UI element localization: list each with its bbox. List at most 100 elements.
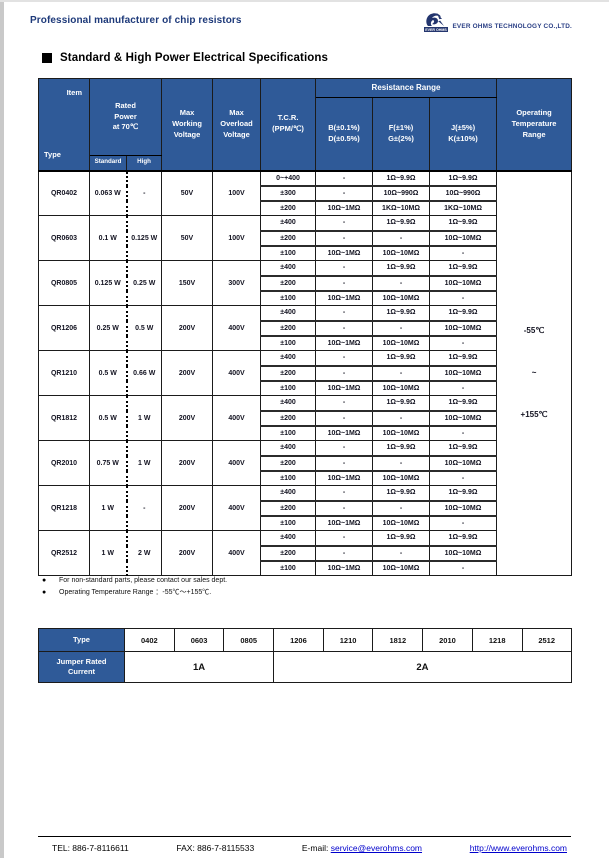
note-bullet-icon: ● — [42, 588, 47, 596]
tcr-value-cell: ±400 — [260, 260, 316, 277]
std-power-cell: 0.75 W — [89, 440, 127, 486]
jk-range-cell: 1Ω~9.9Ω — [428, 170, 498, 187]
jk-range-cell: 10Ω~10MΩ — [428, 275, 498, 292]
bd-range-cell: - — [315, 485, 373, 502]
bd-range-cell: - — [315, 530, 373, 547]
bd-range-cell: - — [315, 230, 373, 247]
high-power-cell: 0.125 W — [125, 215, 162, 261]
jk-range-cell: 1Ω~9.9Ω — [428, 395, 498, 412]
page-edge-left — [0, 0, 4, 858]
tcr-value-cell: ±200 — [260, 275, 316, 292]
operating-temp-cell: -55℃ ~ +155℃ — [496, 170, 573, 576]
spec-row: ±100 10Ω~1MΩ 10Ω~10MΩ - — [39, 290, 572, 306]
max-working-voltage-cell: 200V — [161, 395, 213, 441]
footer-email-link[interactable]: service@everohms.com — [330, 843, 423, 853]
fg-range-cell: - — [372, 275, 430, 292]
spec-row: ±200- -10Ω~10MΩ — [39, 545, 572, 562]
max-working-voltage-cell: 200V — [161, 440, 213, 486]
spec-row: ±200- -10Ω~10MΩ — [39, 275, 572, 292]
std-power-cell: 0.5 W — [89, 395, 127, 441]
spec-row: ±200- -10Ω~10MΩ — [39, 320, 572, 337]
bd-range-cell: 10Ω~1MΩ — [315, 380, 373, 396]
fg-range-cell: - — [372, 455, 430, 472]
fg-range-cell: 10Ω~10MΩ — [372, 380, 430, 396]
high-power-header: High — [126, 155, 162, 171]
max-overload-voltage-cell: 400V — [212, 305, 261, 351]
footer-email-label: E-mail: — [301, 843, 329, 853]
jumper-current-1a-cell: 1A — [123, 651, 275, 683]
std-power-cell: 0.25 W — [89, 305, 127, 351]
std-power-cell: 0.1 W — [89, 215, 127, 261]
type-cell: QR1210 — [38, 350, 90, 396]
jk-range-cell: - — [428, 245, 498, 261]
jumper-type-cell: 1812 — [372, 628, 424, 652]
footer-url-link[interactable]: http://www.everohms.com — [469, 843, 567, 853]
spec-header-row-2: B(±0.1%) D(±0.5%) F(±1%) G±(2%) J(±5%) K… — [39, 97, 572, 171]
jumper-current-label: Jumper Rated Current — [38, 651, 125, 683]
section-title: Standard & High Power Electrical Specifi… — [42, 52, 328, 64]
fg-range-cell: 1Ω~9.9Ω — [372, 350, 430, 367]
tcr-value-cell: ±400 — [260, 305, 316, 322]
standard-power-header: Standard — [89, 155, 127, 171]
jk-range-cell: 1Ω~9.9Ω — [428, 260, 498, 277]
high-power-cell: 2 W — [125, 530, 162, 576]
fg-range-cell: 1KΩ~10MΩ — [372, 200, 430, 216]
jk-range-cell: 10Ω~10MΩ — [428, 320, 498, 337]
operating-temp-header: Operating Temperature Range — [496, 78, 573, 171]
spec-table: Item Type Rated Power at 70℃ Max Working… — [38, 78, 573, 576]
spec-row: ±200- -10Ω~10MΩ — [39, 455, 572, 472]
jk-range-cell: - — [428, 335, 498, 351]
tcr-value-cell: ±100 — [260, 560, 316, 576]
jk-tolerance-header: J(±5%) K(±10%) — [428, 97, 498, 171]
type-cell: QR2010 — [38, 440, 90, 486]
spec-row: QR2512 1 W 2 W 200V 400V ±400 - 1Ω~9.9Ω … — [38, 530, 572, 576]
footer-tel: TEL: 886-7-8116611 — [52, 843, 129, 853]
spec-row: ±200- -10Ω~10MΩ — [39, 365, 572, 382]
jk-range-cell: 10Ω~990Ω — [428, 185, 498, 202]
spec-row: QR1218 1 W - 200V 400V ±400 - 1Ω~9.9Ω 1Ω… — [38, 485, 572, 531]
high-power-cell: 1 W — [125, 395, 162, 441]
bd-range-cell: - — [315, 440, 373, 457]
high-power-cell: - — [125, 170, 162, 216]
jumper-type-cell: 1210 — [322, 628, 374, 652]
tcr-value-cell: 0~+400 — [260, 170, 316, 187]
max-working-voltage-cell: 50V — [161, 215, 213, 261]
corner-item-label: Item — [66, 88, 82, 97]
jumper-type-cell: 0402 — [124, 628, 175, 652]
high-power-cell: 1 W — [125, 440, 162, 486]
bd-range-cell: 10Ω~1MΩ — [315, 335, 373, 351]
bd-range-cell: - — [315, 545, 373, 562]
bd-range-cell: - — [315, 395, 373, 412]
jk-range-cell: 1KΩ~10MΩ — [428, 200, 498, 216]
tcr-value-cell: ±200 — [260, 455, 316, 472]
spec-row: ±100 10Ω~1MΩ 10Ω~10MΩ - — [39, 560, 572, 576]
fg-range-cell: - — [372, 410, 430, 427]
tcr-value-cell: ±400 — [260, 350, 316, 367]
fg-range-cell: 1Ω~9.9Ω — [372, 215, 430, 232]
spec-row: QR0402 0.063 W - 50V 100V 0~+400 - 1Ω~9.… — [38, 170, 573, 576]
fg-range-cell: 1Ω~9.9Ω — [372, 485, 430, 502]
fg-range-cell: - — [372, 320, 430, 337]
tcr-value-cell: ±200 — [260, 320, 316, 337]
header-tagline: Professional manufacturer of chip resist… — [30, 15, 242, 26]
spec-row: ±100 10Ω~1MΩ 10Ω~10MΩ - — [39, 425, 572, 441]
spec-row: ±300-10Ω~990Ω 10Ω~990Ω — [39, 185, 572, 202]
fg-range-cell: 1Ω~9.9Ω — [372, 395, 430, 412]
fg-range-cell: 10Ω~10MΩ — [372, 335, 430, 351]
jumper-rated-current-table: Type 0402 0603 0805 1206 1210 1812 2010 … — [38, 628, 572, 683]
bd-range-cell: - — [315, 455, 373, 472]
tcr-value-cell: ±400 — [260, 215, 316, 232]
jk-range-cell: 1Ω~9.9Ω — [428, 305, 498, 322]
jk-range-cell: - — [428, 380, 498, 396]
fg-range-cell: - — [372, 545, 430, 562]
notes: ● For non-standard parts, please contact… — [42, 577, 227, 600]
bd-range-cell: - — [315, 320, 373, 337]
type-cell: QR1206 — [38, 305, 90, 351]
fg-range-cell: 1Ω~9.9Ω — [372, 530, 430, 547]
jk-range-cell: 1Ω~9.9Ω — [428, 215, 498, 232]
bd-range-cell: 10Ω~1MΩ — [315, 200, 373, 216]
note-text: For non-standard parts, please contact o… — [59, 577, 228, 584]
tcr-value-cell: ±400 — [260, 395, 316, 412]
bd-range-cell: - — [315, 275, 373, 292]
spec-row: ±200- -10Ω~10MΩ — [39, 500, 572, 517]
